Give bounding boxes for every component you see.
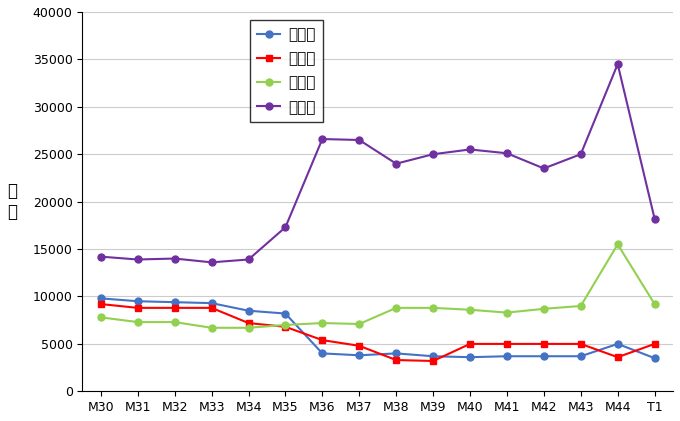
宇治郡 bbox=[244, 308, 252, 313]
相楽郡 bbox=[503, 151, 511, 156]
久世郡 bbox=[503, 341, 511, 346]
相楽郡 bbox=[244, 257, 252, 262]
綴喜郡 bbox=[392, 305, 401, 310]
相楽郡 bbox=[466, 147, 474, 152]
相楽郡 bbox=[207, 260, 216, 265]
綴喜郡 bbox=[97, 315, 105, 320]
Line: 綴喜郡: 綴喜郡 bbox=[97, 241, 658, 331]
久世郡 bbox=[318, 338, 326, 343]
久世郡 bbox=[134, 305, 142, 310]
綴喜郡 bbox=[282, 322, 290, 328]
宇治郡 bbox=[613, 341, 622, 346]
宇治郡 bbox=[97, 296, 105, 301]
綴喜郡 bbox=[613, 242, 622, 247]
宇治郡 bbox=[651, 356, 659, 361]
相楽郡 bbox=[171, 256, 179, 261]
Y-axis label: 数
炉: 数 炉 bbox=[7, 182, 17, 221]
久世郡 bbox=[355, 343, 363, 348]
Line: 相楽郡: 相楽郡 bbox=[97, 61, 658, 266]
相楽郡 bbox=[613, 61, 622, 67]
綴喜郡 bbox=[355, 322, 363, 327]
綴喜郡 bbox=[577, 304, 585, 309]
相楽郡 bbox=[429, 152, 437, 157]
宇治郡 bbox=[392, 351, 401, 356]
綴喜郡 bbox=[429, 305, 437, 310]
相楽郡 bbox=[651, 216, 659, 221]
宇治郡 bbox=[318, 351, 326, 356]
宇治郡 bbox=[207, 301, 216, 306]
綴喜郡 bbox=[651, 301, 659, 306]
久世郡 bbox=[577, 341, 585, 346]
相楽郡 bbox=[355, 138, 363, 143]
久世郡 bbox=[651, 341, 659, 346]
綴喜郡 bbox=[466, 307, 474, 312]
Legend: 宇治郡, 久世郡, 綴喜郡, 相楽郡: 宇治郡, 久世郡, 綴喜郡, 相楽郡 bbox=[250, 20, 323, 123]
久世郡 bbox=[171, 305, 179, 310]
綴喜郡 bbox=[244, 325, 252, 330]
久世郡 bbox=[613, 354, 622, 360]
綴喜郡 bbox=[207, 325, 216, 330]
久世郡 bbox=[244, 320, 252, 325]
久世郡 bbox=[207, 305, 216, 310]
宇治郡 bbox=[540, 354, 548, 359]
宇治郡 bbox=[282, 311, 290, 316]
宇治郡 bbox=[503, 354, 511, 359]
Line: 宇治郡: 宇治郡 bbox=[97, 295, 658, 362]
相楽郡 bbox=[318, 136, 326, 141]
綴喜郡 bbox=[318, 320, 326, 325]
宇治郡 bbox=[577, 354, 585, 359]
宇治郡 bbox=[355, 353, 363, 358]
綴喜郡 bbox=[503, 310, 511, 315]
相楽郡 bbox=[97, 254, 105, 259]
久世郡 bbox=[540, 341, 548, 346]
宇治郡 bbox=[429, 354, 437, 359]
久世郡 bbox=[282, 324, 290, 329]
宇治郡 bbox=[171, 300, 179, 305]
久世郡 bbox=[429, 358, 437, 363]
相楽郡 bbox=[282, 225, 290, 230]
宇治郡 bbox=[134, 299, 142, 304]
綴喜郡 bbox=[540, 306, 548, 312]
久世郡 bbox=[392, 357, 401, 362]
相楽郡 bbox=[392, 161, 401, 166]
綴喜郡 bbox=[134, 320, 142, 325]
久世郡 bbox=[97, 301, 105, 306]
Line: 久世郡: 久世郡 bbox=[97, 301, 658, 365]
相楽郡 bbox=[577, 152, 585, 157]
相楽郡 bbox=[134, 257, 142, 262]
宇治郡 bbox=[466, 354, 474, 360]
久世郡 bbox=[466, 341, 474, 346]
相楽郡 bbox=[540, 166, 548, 171]
綴喜郡 bbox=[171, 320, 179, 325]
